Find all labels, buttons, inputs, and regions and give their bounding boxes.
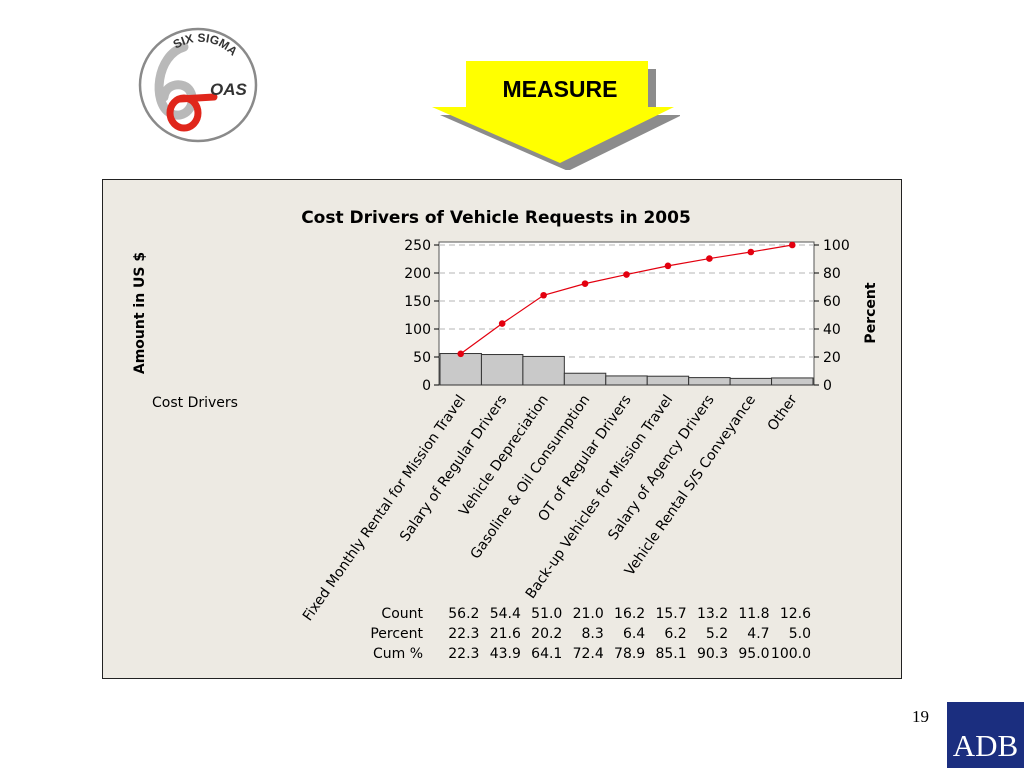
table-cell: 56.2 [448, 606, 479, 622]
bar [688, 377, 731, 386]
cumulative-point [664, 262, 672, 270]
category-label: Other [765, 392, 801, 434]
bar [771, 377, 814, 386]
y-tick-label: 150 [404, 294, 431, 310]
bars [439, 353, 814, 386]
table-row-label: Count [381, 606, 423, 622]
table-cell: 21.6 [490, 626, 521, 642]
cumulative-point [623, 271, 630, 278]
table-cell: 22.3 [448, 626, 479, 642]
table-cell: 72.4 [573, 646, 604, 662]
table-cell: 5.0 [789, 626, 811, 642]
table-cell: 4.7 [747, 626, 769, 642]
table-cell: 20.2 [531, 626, 562, 642]
cumulative-point [457, 350, 465, 358]
table-cell: 78.9 [614, 646, 645, 662]
y2-tick-label: 40 [823, 322, 841, 338]
y-tick-label: 100 [404, 322, 431, 338]
table-cell: 6.2 [664, 626, 686, 642]
adb-logo: ADB [947, 702, 1024, 768]
y2-axis-label: Percent [863, 282, 879, 343]
bar [563, 372, 607, 386]
cumulative-point [706, 255, 713, 262]
table-cell: 85.1 [655, 646, 686, 662]
table-cell: 12.6 [780, 606, 811, 622]
x-axis-label: Cost Drivers [152, 395, 238, 411]
bar [522, 355, 565, 386]
table-cell: 21.0 [573, 606, 604, 622]
table-cell: 51.0 [531, 606, 562, 622]
cumulative-point [788, 241, 796, 249]
y-axis-ticks: 0 50 100 150 200 250 [404, 238, 439, 394]
table-cell: 8.3 [582, 626, 604, 642]
table-row-label: Cum % [373, 646, 423, 662]
pareto-chart-panel: Cost Drivers of Vehicle Requests in 2005… [102, 179, 902, 679]
table-cell: 16.2 [614, 606, 645, 622]
bar [646, 375, 690, 386]
cumulative-point [540, 291, 547, 299]
y2-axis-ticks: 0 20 40 60 80 100 [814, 238, 850, 394]
cumulative-point [747, 248, 755, 256]
banner-label: MEASURE [502, 76, 617, 102]
table-cell: 15.7 [655, 606, 686, 622]
table-row-label: Percent [370, 626, 423, 642]
category-label: Fixed Monthly Rental for Mission Travel [300, 392, 469, 624]
data-table: Count 56.2 54.4 51.0 21.0 16.2 15.7 13.2 11.8 12.… [370, 606, 811, 662]
y2-tick-label: 0 [823, 378, 832, 394]
six-sigma-logo-graphic: SIX SIGMA OAS [138, 27, 258, 143]
y2-tick-label: 100 [823, 238, 850, 254]
bar [605, 375, 648, 386]
six-sigma-oas-logo: SIX SIGMA OAS [136, 25, 260, 145]
y-tick-label: 200 [404, 266, 431, 282]
table-cell: 95.0 [738, 646, 769, 662]
measure-banner: MEASURE [430, 55, 682, 171]
table-cell: 64.1 [531, 646, 562, 662]
y-tick-label: 0 [422, 378, 431, 394]
y2-tick-label: 20 [823, 350, 841, 366]
table-cell: 54.4 [490, 606, 521, 622]
bar [439, 353, 482, 386]
table-cell: 6.4 [623, 626, 645, 642]
table-cell: 90.3 [697, 646, 728, 662]
y2-tick-label: 60 [823, 294, 841, 310]
table-cell: 22.3 [448, 646, 479, 662]
table-cell: 13.2 [697, 606, 728, 622]
measure-arrow-icon: MEASURE [432, 61, 682, 171]
y2-tick-label: 80 [823, 266, 841, 282]
table-cell: 5.2 [706, 626, 728, 642]
page-number: 19 [912, 707, 929, 726]
y-axis-label: Amount in US $ [132, 252, 148, 374]
chart-title: Cost Drivers of Vehicle Requests in 2005 [301, 208, 691, 228]
cumulative-point [498, 320, 506, 327]
table-cell: 11.8 [738, 606, 769, 622]
cumulative-point [581, 280, 589, 287]
table-cell: 43.9 [490, 646, 521, 662]
pareto-chart: Cost Drivers of Vehicle Requests in 2005… [132, 208, 879, 662]
cumulative-line [457, 241, 796, 358]
category-labels: Fixed Monthly Rental for Mission TravelS… [300, 392, 801, 624]
bar [729, 377, 773, 386]
logo-side-text: OAS [210, 80, 248, 99]
y-tick-label: 50 [413, 350, 431, 366]
table-cell: 100.0 [771, 646, 811, 662]
bar [480, 354, 524, 386]
y-tick-label: 250 [404, 238, 431, 254]
